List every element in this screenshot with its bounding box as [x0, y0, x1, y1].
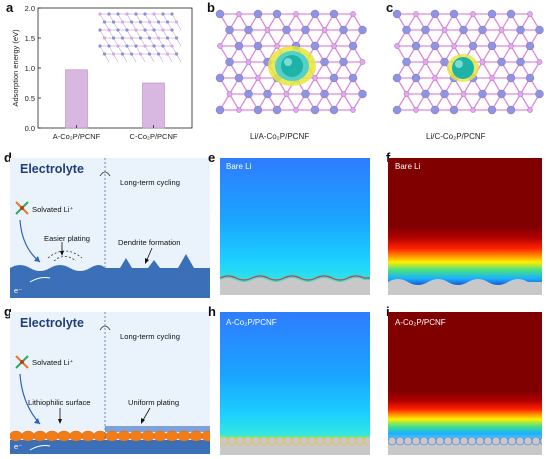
dendrite-text-d: Dendrite formation [118, 238, 181, 247]
inset-lattice [98, 12, 182, 63]
y-tick-label: 1.0 [25, 64, 35, 73]
panel-letter-g: g [4, 304, 12, 319]
electrolyte-title-g: Electrolyte [20, 316, 84, 330]
sim-label-i: A-Co₂P/PCNF [395, 318, 446, 327]
y-tick-label: 1.5 [25, 34, 35, 43]
panel-letter-d: d [4, 150, 12, 165]
a-co2p-potential-sim [388, 312, 542, 455]
li-c-co2p-structure [392, 9, 544, 115]
y-axis-label: Adsorption energy (eV) [11, 29, 20, 107]
solvated-text-d: Solvated Li⁺ [32, 205, 74, 214]
a-co2p-concentration-sim [220, 312, 370, 455]
uniform-text-g: Uniform plating [128, 398, 180, 407]
cycling-text-g: Long-term cycling [120, 332, 180, 341]
y-tick-label: 2.0 [25, 4, 35, 13]
electron-text-g: e⁻ [14, 442, 23, 451]
lithiophilic-text-g: Lithiophilic surface [28, 398, 91, 407]
plot-frame [37, 7, 193, 129]
bar [142, 82, 165, 129]
sim-label-h: A-Co₂P/PCNF [226, 318, 277, 327]
a-co2p-schematic [10, 312, 210, 454]
solvated-text-g: Solvated Li⁺ [32, 358, 74, 367]
bar [65, 69, 88, 129]
li-a-co2p-structure [215, 9, 367, 115]
x-tick-label: C-Co₂P/PCNF [130, 132, 178, 141]
panel-letter-c: c [386, 0, 394, 15]
bare-li-potential-sim [388, 158, 542, 295]
panel-letter-b: b [207, 0, 215, 15]
panel-letter-i: i [386, 304, 390, 319]
cycling-text-d: Long-term cycling [120, 178, 180, 187]
bare-li-concentration-sim [220, 158, 370, 295]
panel-letter-e: e [208, 150, 216, 165]
sim-label-f: Bare Li [395, 162, 421, 171]
caption-c: Li/C-Co₂P/PCNF [426, 132, 486, 141]
panel-letter-a: a [6, 0, 14, 15]
electrolyte-title-d: Electrolyte [20, 162, 84, 176]
caption-b: Li/A-Co₂P/PCNF [250, 132, 310, 141]
x-tick-label: A-Co₂P/PCNF [53, 132, 101, 141]
adsorption-energy-chart: 0.0 0.5 1.0 1.5 2.0 Adsorption energy (eV) A-C… [11, 4, 193, 141]
y-tick-label: 0.5 [25, 94, 35, 103]
electron-text-d: e⁻ [14, 286, 23, 295]
panel-letter-f: f [386, 150, 390, 165]
easier-text-d: Easier plating [44, 234, 91, 243]
y-tick-label: 0.0 [25, 124, 35, 133]
bare-li-schematic [10, 158, 210, 298]
sim-label-e: Bare Li [226, 162, 252, 171]
panel-letter-h: h [208, 304, 216, 319]
